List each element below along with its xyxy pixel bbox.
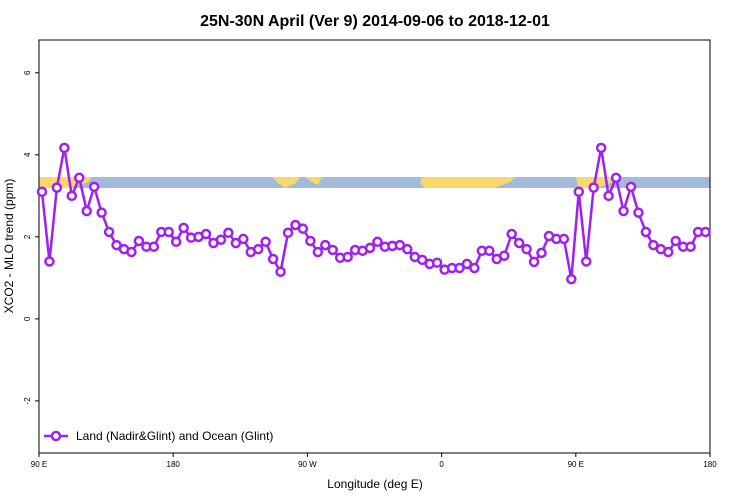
data-point <box>588 182 599 193</box>
data-point <box>215 234 227 245</box>
data-point <box>297 223 309 234</box>
plot-frame <box>38 39 711 454</box>
data-point <box>320 239 331 251</box>
data-point <box>364 242 376 254</box>
data-point <box>81 205 92 217</box>
data-point <box>238 233 249 245</box>
legend-marker <box>50 430 62 442</box>
data-point <box>416 254 428 266</box>
data-point <box>685 241 696 252</box>
x-tick-label: 90 E <box>31 460 47 469</box>
data-point <box>170 236 182 248</box>
data-point <box>223 227 234 239</box>
data-point <box>178 222 189 234</box>
data-point <box>305 235 316 247</box>
data-point <box>402 243 413 255</box>
data-point <box>461 258 473 270</box>
data-point <box>267 253 279 265</box>
data-point <box>573 186 585 197</box>
data-point <box>558 233 570 245</box>
data-point <box>51 182 63 193</box>
y-tick-label: 6 <box>23 70 32 75</box>
data-point <box>342 251 353 263</box>
data-point <box>74 172 85 184</box>
data-point <box>521 243 532 255</box>
data-point <box>536 247 547 259</box>
data-point <box>44 256 55 267</box>
x-tick-label: 90 W <box>298 460 317 469</box>
data-point <box>200 228 212 240</box>
data-point <box>670 235 681 247</box>
data-point <box>148 241 160 252</box>
y-axis-label: XCO2 - MLO trend (ppm) <box>2 179 16 314</box>
data-point <box>595 142 607 154</box>
y-tick-label: 0 <box>23 316 32 321</box>
data-point <box>88 181 100 193</box>
data-point <box>394 239 406 251</box>
data-point <box>603 190 614 202</box>
legend-label: Land (Nadir&Glint) and Ocean (Glint) <box>76 429 273 443</box>
x-tick-label: 0 <box>439 460 444 469</box>
data-point <box>454 262 465 274</box>
data-point <box>633 207 644 218</box>
data-point <box>59 142 70 154</box>
y-tick-label: 4 <box>23 152 32 157</box>
data-point <box>469 262 480 274</box>
chart-title: 25N-30N April (Ver 9) 2014-09-06 to 2018… <box>200 13 550 30</box>
data-point <box>260 236 271 248</box>
data-point <box>484 245 495 257</box>
x-tick-label: 90 E <box>568 460 584 469</box>
data-point <box>498 250 510 261</box>
data-point <box>700 226 711 238</box>
data-point <box>282 227 294 239</box>
data-point <box>126 246 137 258</box>
y-tick-label: 2 <box>23 234 32 239</box>
data-point <box>275 266 286 277</box>
y-tick-label: -2 <box>23 397 32 405</box>
data-point <box>648 239 659 251</box>
data-point <box>96 207 107 218</box>
x-tick-label: 180 <box>703 460 717 469</box>
x-axis-label: Longitude (deg E) <box>327 477 422 491</box>
data-point <box>111 239 122 251</box>
data-point <box>66 190 78 202</box>
data-point <box>431 257 443 268</box>
data-point <box>618 205 629 217</box>
data-point <box>506 228 517 240</box>
data-point <box>662 246 674 258</box>
x-tick-label: 180 <box>167 460 181 469</box>
data-point <box>625 181 637 193</box>
data-point <box>372 236 383 248</box>
data-point <box>312 246 324 258</box>
data-point <box>36 186 48 197</box>
data-point <box>640 226 652 238</box>
data-point <box>528 256 540 268</box>
data-point <box>566 273 577 285</box>
data-point <box>513 237 525 249</box>
data-point <box>163 226 174 238</box>
series-line <box>40 147 706 280</box>
data-point <box>230 237 242 249</box>
data-point <box>580 256 592 267</box>
data-point <box>252 243 264 255</box>
data-point <box>327 244 338 256</box>
data-point <box>610 172 622 184</box>
map-strip <box>39 177 710 188</box>
data-point <box>103 226 115 238</box>
data-point <box>133 235 145 247</box>
